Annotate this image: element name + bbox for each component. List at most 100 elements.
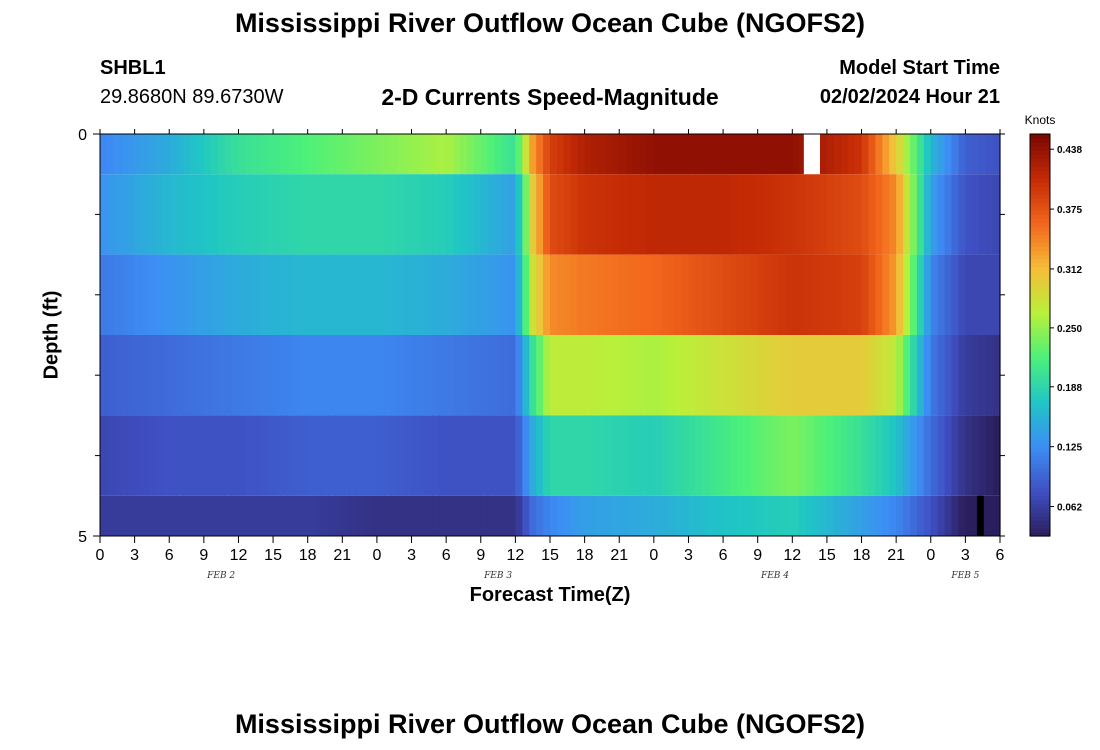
heatmap-cell: [944, 495, 953, 536]
heatmap-cell: [709, 134, 717, 175]
heatmap-cell: [363, 495, 371, 536]
heatmap-cell: [750, 134, 759, 175]
heatmap-cell: [383, 174, 392, 255]
heatmap-cell: [113, 335, 122, 416]
x-tick-label: 6: [165, 547, 174, 564]
heatmap-cell: [702, 254, 710, 335]
heatmap-cell: [896, 134, 904, 175]
heatmap-cell: [245, 174, 253, 255]
heatmap-cell: [183, 174, 191, 255]
heatmap-cell: [826, 134, 835, 175]
heatmap-cell: [723, 495, 731, 536]
heatmap-cell: [612, 335, 620, 416]
heatmap-cell: [695, 335, 703, 416]
colorbar-segment: [1030, 306, 1050, 312]
heatmap-cell: [854, 335, 863, 416]
heatmap-cell: [591, 254, 600, 335]
heatmap-cell: [127, 254, 136, 335]
heatmap-cell: [640, 174, 648, 255]
heatmap-cell: [626, 134, 634, 175]
heatmap-cell: [286, 174, 295, 255]
heatmap-cell: [183, 254, 191, 335]
heatmap-cell: [792, 415, 800, 496]
heatmap-cell: [681, 254, 690, 335]
heatmap-cell: [196, 495, 205, 536]
heatmap-cell: [799, 335, 807, 416]
heatmap-cell: [321, 495, 330, 536]
heatmap-cell: [736, 415, 745, 496]
heatmap-cell: [736, 335, 745, 416]
heatmap-cell: [930, 174, 939, 255]
heatmap-cell: [556, 495, 565, 536]
heatmap-cell: [930, 335, 939, 416]
heatmap-cell: [494, 415, 503, 496]
heatmap-cell: [667, 495, 676, 536]
heatmap-cell: [515, 495, 523, 536]
colorbar-segment: [1030, 238, 1050, 244]
heatmap-cell: [106, 254, 115, 335]
heatmap-cell: [217, 134, 226, 175]
heatmap-cell: [529, 335, 537, 416]
heatmap-cell: [363, 174, 371, 255]
heatmap-cell: [411, 415, 420, 496]
heatmap-cell: [757, 335, 766, 416]
colorbar-segment: [1030, 290, 1050, 296]
heatmap-cell: [833, 415, 842, 496]
heatmap-cell: [501, 134, 510, 175]
heatmap-cell: [923, 495, 932, 536]
heatmap-cell: [113, 134, 122, 175]
heatmap-cell: [826, 254, 835, 335]
heatmap-cell: [937, 254, 946, 335]
colorbar-segment: [1030, 435, 1050, 441]
heatmap-cell: [923, 134, 932, 175]
heatmap-cell: [570, 134, 579, 175]
heatmap-cell: [363, 254, 371, 335]
date-label: FEB 2: [206, 571, 235, 581]
heatmap-cell: [612, 415, 620, 496]
heatmap-cell: [903, 335, 911, 416]
heatmap-cell: [411, 174, 420, 255]
heatmap-cell: [363, 134, 371, 175]
heatmap-cell: [861, 174, 870, 255]
heatmap-cell: [127, 174, 136, 255]
heatmap-cell: [944, 335, 953, 416]
heatmap-cell: [550, 174, 558, 255]
heatmap-cell: [958, 415, 966, 496]
heatmap-cell: [633, 335, 641, 416]
heatmap-cell: [259, 134, 267, 175]
heatmap-cell: [293, 174, 302, 255]
heatmap-cell: [771, 134, 780, 175]
heatmap-cell: [501, 495, 510, 536]
heatmap-cell: [148, 174, 156, 255]
heatmap-cell: [210, 254, 219, 335]
colorbar-segment: [1030, 363, 1050, 368]
heatmap-cell: [716, 335, 724, 416]
heatmap-cell: [577, 254, 586, 335]
heatmap-cell: [730, 415, 738, 496]
heatmap-cell: [903, 495, 911, 536]
heatmap-cell: [231, 495, 240, 536]
heatmap-cell: [300, 254, 309, 335]
heatmap-cell: [896, 415, 904, 496]
x-tick-label: 6: [996, 547, 1005, 564]
heatmap-cell: [910, 134, 918, 175]
heatmap-cell: [771, 174, 780, 255]
colorbar-segment: [1030, 495, 1050, 501]
heatmap-cell: [328, 495, 336, 536]
heatmap-cell: [162, 134, 170, 175]
heatmap-cell: [266, 415, 274, 496]
heatmap-cell: [563, 254, 572, 335]
colorbar-unit-label: Knots: [1025, 113, 1056, 127]
heatmap-cell: [771, 495, 780, 536]
heatmap-cell: [937, 174, 946, 255]
heatmap-cell: [501, 415, 510, 496]
heatmap-cell: [716, 254, 724, 335]
heatmap-cell: [563, 495, 572, 536]
heatmap-cell: [750, 415, 759, 496]
heatmap-cell: [328, 415, 336, 496]
heatmap-cell: [314, 174, 323, 255]
heatmap-cell: [736, 174, 745, 255]
heatmap-cell: [487, 134, 496, 175]
heatmap-cell: [868, 415, 876, 496]
